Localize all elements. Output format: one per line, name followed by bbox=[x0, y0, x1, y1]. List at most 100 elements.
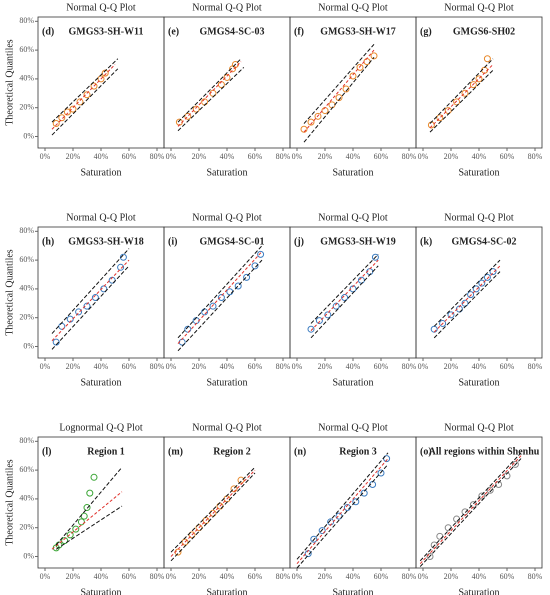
panel-letter: (k) bbox=[420, 236, 432, 247]
panel-letter: (l) bbox=[42, 446, 51, 457]
x-axis-label: Saturation bbox=[332, 377, 373, 388]
panel-letter: (i) bbox=[168, 236, 177, 247]
qq-point bbox=[300, 125, 308, 133]
lower-band bbox=[296, 464, 389, 569]
x-tick-label: 60% bbox=[500, 362, 515, 371]
x-tick-label: 40% bbox=[94, 362, 109, 371]
panel-letter: (o) bbox=[420, 446, 432, 457]
upper-band bbox=[55, 466, 123, 546]
x-tick-label: 40% bbox=[472, 572, 487, 581]
x-tick-label: 20% bbox=[444, 572, 459, 581]
qq-point bbox=[226, 288, 234, 296]
x-tick-label: 80% bbox=[150, 152, 165, 161]
qq-point bbox=[188, 531, 196, 539]
x-tick-label: 80% bbox=[276, 572, 291, 581]
panel-letter: (m) bbox=[168, 446, 183, 457]
qq-point bbox=[461, 508, 469, 516]
panel-letter: (f) bbox=[294, 26, 304, 37]
x-axis-label: Saturation bbox=[206, 167, 247, 178]
panel-subtitle: GMGS4-SC-01 bbox=[200, 236, 265, 247]
x-tick-label: 40% bbox=[472, 152, 487, 161]
x-tick-label: 40% bbox=[94, 572, 109, 581]
x-tick-label: 40% bbox=[472, 362, 487, 371]
qq-point bbox=[251, 262, 259, 270]
qq-point bbox=[332, 302, 340, 310]
qq-point bbox=[223, 73, 231, 81]
qq-point bbox=[83, 504, 91, 512]
x-axis-label: Saturation bbox=[80, 587, 121, 595]
upper-band bbox=[177, 245, 263, 339]
x-tick-label: 60% bbox=[500, 572, 515, 581]
qq-point bbox=[234, 282, 242, 290]
x-tick-label: 0% bbox=[166, 572, 177, 581]
lower-band bbox=[55, 505, 123, 550]
y-tick-label: 20% bbox=[19, 523, 34, 532]
x-tick-label: 40% bbox=[220, 572, 235, 581]
qq-point bbox=[318, 527, 326, 535]
qq-point bbox=[97, 75, 105, 83]
x-tick-label: 20% bbox=[318, 362, 333, 371]
qq-point bbox=[77, 518, 85, 526]
qq-point bbox=[328, 101, 336, 109]
panel-letter: (h) bbox=[42, 236, 54, 247]
panel-subtitle: All regions within Shenhu bbox=[429, 446, 540, 457]
x-tick-label: 60% bbox=[500, 152, 515, 161]
upper-band bbox=[303, 44, 375, 124]
x-tick-label: 80% bbox=[402, 572, 417, 581]
reference-line bbox=[310, 259, 379, 331]
panel-subtitle: Region 2 bbox=[213, 446, 251, 457]
qq-point bbox=[444, 524, 452, 532]
x-tick-label: 60% bbox=[374, 152, 389, 161]
qq-point bbox=[237, 476, 245, 484]
upper-band bbox=[419, 452, 522, 562]
qq-point bbox=[76, 98, 84, 106]
upper-band bbox=[51, 58, 119, 123]
qq-point bbox=[119, 253, 127, 261]
reference-line bbox=[303, 49, 375, 133]
x-tick-label: 60% bbox=[248, 362, 263, 371]
x-tick-label: 60% bbox=[122, 572, 137, 581]
panel-subtitle: GMGS3-SH-W18 bbox=[68, 236, 144, 247]
qq-point bbox=[209, 302, 217, 310]
qq-point bbox=[307, 325, 315, 333]
panel-subtitle: GMGS6-SH02 bbox=[453, 26, 515, 37]
qq-point bbox=[63, 108, 71, 116]
lower-band bbox=[51, 265, 130, 350]
lower-band bbox=[177, 259, 263, 352]
qq-point bbox=[69, 105, 77, 113]
qq-point bbox=[370, 52, 378, 60]
qq-point bbox=[475, 75, 483, 83]
x-tick-label: 0% bbox=[40, 362, 51, 371]
panel-title: Normal Q-Q Plot bbox=[192, 2, 262, 13]
qq-point bbox=[447, 311, 455, 319]
qq-point bbox=[217, 294, 225, 302]
panel-title: Normal Q-Q Plot bbox=[192, 422, 262, 433]
qq-point bbox=[80, 512, 88, 520]
lower-band bbox=[310, 265, 379, 339]
upper-band bbox=[51, 248, 130, 334]
x-tick-label: 60% bbox=[374, 572, 389, 581]
x-tick-label: 60% bbox=[374, 362, 389, 371]
qq-point bbox=[486, 486, 494, 494]
qq-point bbox=[426, 552, 434, 560]
panel-subtitle: GMGS3-SH-W11 bbox=[68, 26, 143, 37]
x-tick-label: 0% bbox=[418, 152, 429, 161]
qq-point bbox=[436, 114, 444, 122]
qq-point bbox=[469, 81, 477, 89]
panel-title: Normal Q-Q Plot bbox=[444, 2, 514, 13]
qq-point bbox=[439, 319, 447, 327]
x-tick-label: 20% bbox=[192, 572, 207, 581]
qq-point bbox=[66, 531, 74, 539]
lower-band bbox=[419, 458, 522, 567]
panel-letter: (n) bbox=[294, 446, 306, 457]
y-tick-label: 60% bbox=[19, 255, 34, 264]
lower-band bbox=[303, 56, 375, 143]
x-tick-label: 60% bbox=[248, 572, 263, 581]
panel-subtitle: GMGS3-SH-W19 bbox=[320, 236, 396, 247]
reference-line bbox=[51, 64, 116, 130]
y-tick-label: 0% bbox=[23, 131, 34, 140]
x-axis-label: Saturation bbox=[80, 377, 121, 388]
x-tick-label: 20% bbox=[318, 572, 333, 581]
x-tick-label: 20% bbox=[66, 152, 81, 161]
qq-point bbox=[356, 63, 364, 71]
